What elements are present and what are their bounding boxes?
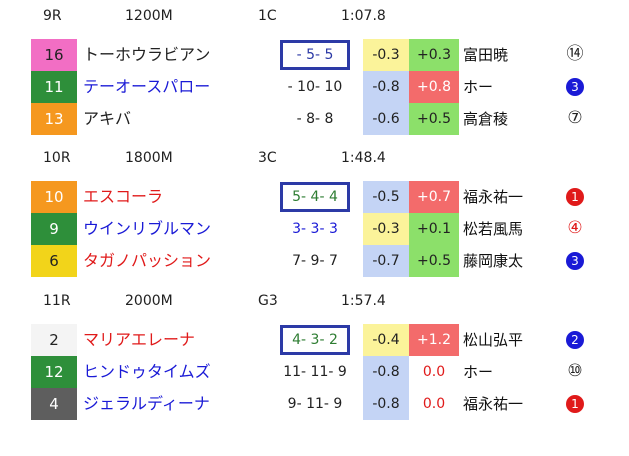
table-row[interactable]: 10 エスコーラ 5- 4- 4 -0.5 +0.7 福永祐一 1	[0, 181, 629, 213]
finish-place-badge: ⑦	[567, 108, 583, 128]
margin-cell: +0.1	[409, 213, 459, 245]
corner-positions: 5- 4- 4	[280, 182, 350, 212]
race-block: 10R 1800M 3C 1:48.4 10 エスコーラ 5- 4- 4 -0.5 +0.7 福永…	[0, 150, 629, 277]
horse-number: 13	[31, 103, 77, 135]
horse-number: 4	[31, 388, 77, 420]
time-diff-cell: -0.8	[363, 388, 409, 420]
horse-name-link[interactable]: アキバ	[83, 109, 132, 128]
table-row[interactable]: 9 ウインリブルマン 3- 3- 3 -0.3 +0.1 松若風馬 ④	[0, 213, 629, 245]
margin-cell: +0.3	[409, 39, 459, 71]
jockey-name: 富田暁	[463, 46, 509, 64]
corner-positions: - 10- 10	[287, 79, 343, 95]
table-row[interactable]: 16 トーホウラビアン - 5- 5 -0.3 +0.3 富田暁 ⑭	[0, 39, 629, 71]
jockey-name: ホー	[463, 78, 494, 96]
jockey-name: 松若風馬	[463, 220, 524, 238]
horse-number: 10	[31, 181, 77, 213]
table-row[interactable]: 13 アキバ - 8- 8 -0.6 +0.5 高倉稜 ⑦	[0, 103, 629, 135]
finish-place-badge: ④	[567, 218, 583, 238]
time-diff-cell: -0.8	[363, 356, 409, 388]
race-number: 10R	[43, 150, 71, 166]
race-number: 9R	[43, 8, 62, 24]
horse-number: 12	[31, 356, 77, 388]
time-diff-cell: -0.7	[363, 245, 409, 277]
table-row[interactable]: 6 タガノパッション 7- 9- 7 -0.7 +0.5 藤岡康太 3	[0, 245, 629, 277]
corner-positions: - 5- 5	[280, 40, 350, 70]
horse-number: 2	[31, 324, 77, 356]
corner-positions: 4- 3- 2	[280, 325, 350, 355]
jockey-name: 福永祐一	[463, 188, 524, 206]
horse-name-link[interactable]: ウインリブルマン	[83, 219, 212, 238]
margin-cell: 0.0	[409, 388, 459, 420]
race-class: G3	[258, 293, 278, 309]
race-block: 9R 1200M 1C 1:07.8 16 トーホウラビアン - 5- 5 -0.3 +0.3 富…	[0, 8, 629, 135]
time-diff-cell: -0.3	[363, 39, 409, 71]
margin-cell: +0.5	[409, 103, 459, 135]
jockey-name: ホー	[463, 363, 494, 381]
race-distance: 1200M	[125, 8, 173, 24]
margin-cell: +1.2	[409, 324, 459, 356]
horse-name-link[interactable]: テーオースパロー	[83, 77, 211, 96]
race-time: 1:57.4	[341, 293, 386, 309]
race-header: 9R 1200M 1C 1:07.8	[0, 8, 629, 28]
corner-positions: 7- 9- 7	[292, 253, 338, 269]
time-diff-cell: -0.6	[363, 103, 409, 135]
finish-place-badge: 1	[566, 188, 584, 206]
race-class: 3C	[258, 150, 277, 166]
jockey-name: 松山弘平	[463, 331, 524, 349]
corner-positions: 3- 3- 3	[292, 221, 338, 237]
race-time: 1:07.8	[341, 8, 386, 24]
finish-place-badge: 3	[566, 252, 584, 270]
jockey-name: 藤岡康太	[463, 252, 524, 270]
margin-cell: +0.5	[409, 245, 459, 277]
finish-place-badge: 2	[566, 331, 584, 349]
horse-number: 16	[31, 39, 77, 71]
time-diff-cell: -0.5	[363, 181, 409, 213]
corner-positions: - 8- 8	[296, 111, 334, 127]
horse-name-link[interactable]: ジェラルディーナ	[83, 394, 210, 413]
table-row[interactable]: 4 ジェラルディーナ 9- 11- 9 -0.8 0.0 福永祐一 1	[0, 388, 629, 420]
horse-name-link[interactable]: エスコーラ	[83, 187, 164, 206]
horse-number: 6	[31, 245, 77, 277]
race-number: 11R	[43, 293, 71, 309]
finish-place-badge: 1	[566, 395, 584, 413]
race-class: 1C	[258, 8, 277, 24]
race-header: 10R 1800M 3C 1:48.4	[0, 150, 629, 170]
horse-name-link[interactable]: タガノパッション	[83, 251, 212, 270]
horse-name-link[interactable]: ヒンドゥタイムズ	[83, 362, 211, 381]
table-row[interactable]: 11 テーオースパロー - 10- 10 -0.8 +0.8 ホー 3	[0, 71, 629, 103]
race-distance: 1800M	[125, 150, 173, 166]
table-row[interactable]: 2 マリアエレーナ 4- 3- 2 -0.4 +1.2 松山弘平 2	[0, 324, 629, 356]
finish-place-badge: ⑭	[566, 44, 584, 64]
race-time: 1:48.4	[341, 150, 386, 166]
jockey-name: 福永祐一	[463, 395, 524, 413]
horse-number: 11	[31, 71, 77, 103]
finish-place-badge: 3	[566, 78, 584, 96]
horse-number: 9	[31, 213, 77, 245]
margin-cell: +0.7	[409, 181, 459, 213]
jockey-name: 高倉稜	[463, 110, 509, 128]
time-diff-cell: -0.3	[363, 213, 409, 245]
time-diff-cell: -0.4	[363, 324, 409, 356]
corner-positions: 9- 11- 9	[287, 396, 343, 412]
race-header: 11R 2000M G3 1:57.4	[0, 293, 629, 313]
horse-name-link[interactable]: マリアエレーナ	[83, 330, 196, 349]
horse-name-link[interactable]: トーホウラビアン	[83, 45, 211, 64]
race-block: 11R 2000M G3 1:57.4 2 マリアエレーナ 4- 3- 2 -0.4 +1.2 松…	[0, 293, 629, 420]
time-diff-cell: -0.8	[363, 71, 409, 103]
margin-cell: +0.8	[409, 71, 459, 103]
corner-positions: 11- 11- 9	[283, 364, 347, 380]
finish-place-badge: ⑩	[567, 361, 583, 381]
margin-cell: 0.0	[409, 356, 459, 388]
race-distance: 2000M	[125, 293, 173, 309]
table-row[interactable]: 12 ヒンドゥタイムズ 11- 11- 9 -0.8 0.0 ホー ⑩	[0, 356, 629, 388]
